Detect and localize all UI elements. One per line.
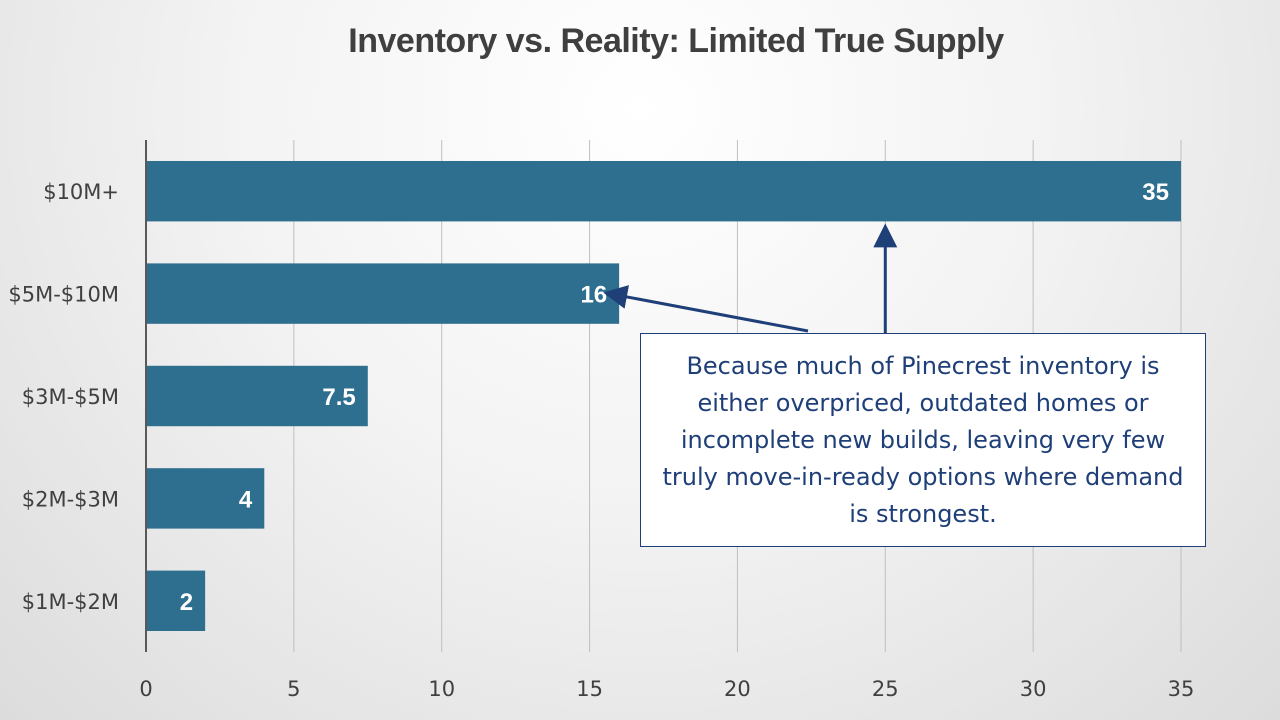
category-label: $5M-$10M <box>8 283 119 307</box>
callout-arrow <box>603 285 809 333</box>
annotation-text: Because much of Pinecrest inventory is e… <box>662 351 1184 528</box>
bars: 35 16 7.5 4 2 <box>146 160 1181 632</box>
data-label: 4 <box>239 486 253 513</box>
bar <box>146 263 620 324</box>
chart-title: Inventory vs. Reality: Limited True Supp… <box>348 22 1004 60</box>
bar <box>146 365 368 427</box>
x-tick-label: 15 <box>576 677 603 701</box>
data-label: 7.5 <box>322 384 355 411</box>
x-tick-label: 25 <box>872 677 899 701</box>
bar <box>146 570 206 632</box>
category-label: $1M-$2M <box>22 590 119 614</box>
x-tick-label: 10 <box>428 677 455 701</box>
bar <box>146 160 1181 222</box>
x-tick-label: 30 <box>1020 677 1047 701</box>
annotation-callout: Because much of Pinecrest inventory is e… <box>640 333 1206 547</box>
category-label: $10M+ <box>43 180 119 204</box>
axes: 0 5 10 15 20 25 30 35 $10M+ $5M-$10M $3M-$5M $2M-$3… <box>8 140 1194 701</box>
x-tick-label: 5 <box>287 677 300 701</box>
x-tick-label: 20 <box>724 677 751 701</box>
x-tick-label: 35 <box>1168 677 1195 701</box>
category-label: $3M-$5M <box>22 385 119 409</box>
bar <box>146 468 265 529</box>
callout-arrows <box>603 223 898 333</box>
data-label: 16 <box>580 282 607 309</box>
data-label: 35 <box>1142 179 1169 206</box>
data-label: 2 <box>180 589 193 616</box>
x-tick-label: 0 <box>139 677 152 701</box>
category-label: $2M-$3M <box>22 487 119 511</box>
